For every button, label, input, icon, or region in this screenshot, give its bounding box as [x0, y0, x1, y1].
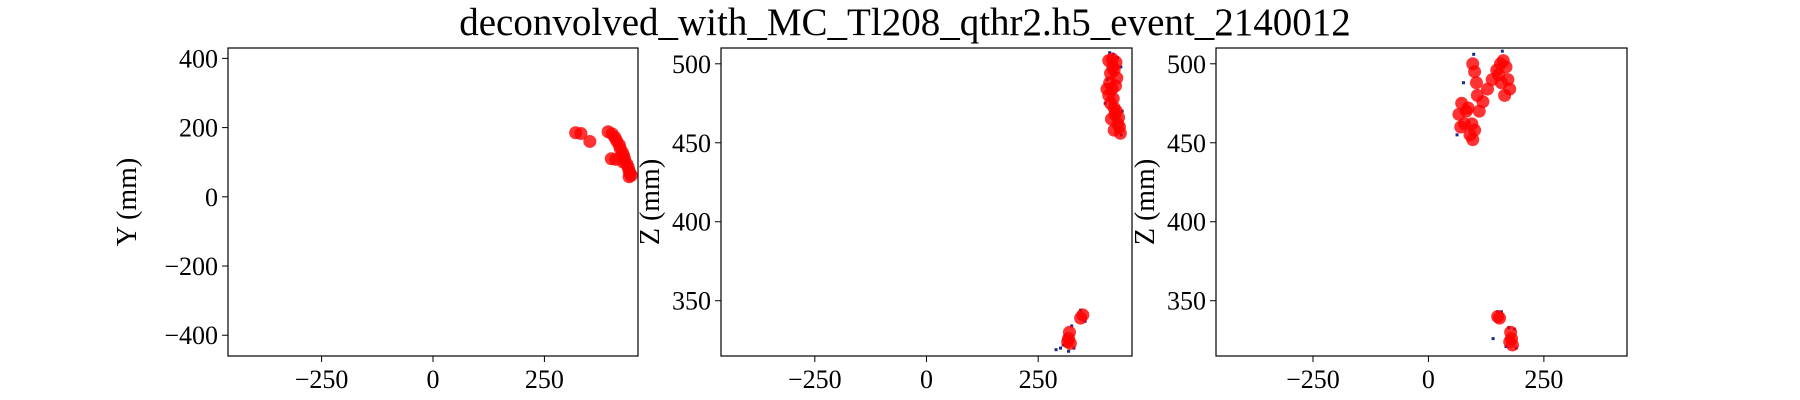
- subplots: −250 0 250 −400 −200 0 200 400 Y (mm) −250 0 250 350…: [112, 44, 1628, 394]
- deconvolved-point: [583, 134, 597, 148]
- hit-point: [1119, 65, 1123, 69]
- deconvolved-point: [1076, 308, 1090, 322]
- deconvolved-point: [574, 126, 588, 140]
- x-tick-label: 250: [525, 365, 564, 394]
- deconvolved-point: [1107, 123, 1121, 137]
- y-tick-label: 200: [179, 114, 218, 143]
- deconvolved-point: [1461, 101, 1475, 115]
- y-tick-label: 400: [672, 208, 711, 237]
- deconvolved-point: [1452, 107, 1466, 121]
- y-tick-label: 450: [1167, 129, 1206, 158]
- x-tick-label: 250: [1019, 365, 1058, 394]
- scatter-points: [1054, 51, 1127, 353]
- hit-point: [1054, 348, 1058, 352]
- y-tick-label: 450: [672, 129, 711, 158]
- x-tick-label: −250: [1286, 365, 1340, 394]
- hit-point: [1491, 337, 1495, 341]
- y-tick-label: 350: [1167, 287, 1206, 316]
- hit-point: [1462, 81, 1466, 85]
- hit-point: [1455, 133, 1459, 137]
- y-tick-label: 350: [672, 287, 711, 316]
- y-tick-label: 400: [1167, 208, 1206, 237]
- axes-frame: [720, 47, 1133, 357]
- subplot-1: −250 0 250 −400 −200 0 200 400 Y (mm): [112, 44, 639, 394]
- deconvolved-point: [1457, 117, 1471, 131]
- deconvolved-point: [1468, 65, 1482, 79]
- deconvolved-point: [1469, 76, 1483, 90]
- hit-point: [1067, 349, 1071, 353]
- deconvolved-point: [1498, 88, 1512, 102]
- y-tick-label: −400: [164, 321, 218, 350]
- deconvolved-point: [1106, 60, 1120, 74]
- deconvolved-point: [1110, 71, 1124, 85]
- deconvolved-point: [1100, 82, 1114, 96]
- hit-point: [1059, 346, 1063, 350]
- deconvolved-point: [1104, 112, 1118, 126]
- axes-frame: [1215, 47, 1628, 357]
- axes-frame: [227, 47, 639, 357]
- x-tick-label: 250: [1524, 365, 1563, 394]
- x-tick-label: −250: [295, 365, 349, 394]
- deconvolved-point: [1492, 68, 1506, 82]
- deconvolved-point: [622, 170, 636, 184]
- x-tick-label: −250: [788, 365, 842, 394]
- y-axis-label: Y (mm): [112, 158, 143, 246]
- hit-point: [1472, 52, 1476, 56]
- x-tick-label: 0: [920, 365, 933, 394]
- y-tick-label: 500: [672, 50, 711, 79]
- y-tick-label: 500: [1167, 50, 1206, 79]
- subplot-2: −250 0 250 350 400 450 500 Z (mm): [635, 47, 1133, 394]
- deconvolved-point: [1106, 92, 1120, 106]
- y-tick-label: 400: [179, 44, 218, 73]
- hit-point: [1500, 49, 1504, 53]
- y-tick-label: −200: [164, 252, 218, 281]
- deconvolved-point: [1061, 335, 1075, 349]
- deconvolved-point: [1476, 95, 1490, 109]
- deconvolved-point: [1468, 123, 1482, 137]
- y-axis-label: Z (mm): [1130, 159, 1161, 245]
- y-axis-label: Z (mm): [635, 159, 666, 245]
- deconvolved-point: [604, 152, 618, 166]
- y-tick-label: 0: [205, 183, 218, 212]
- scatter-points: [569, 125, 638, 184]
- scatter-points: [1452, 49, 1519, 352]
- hit-point: [1108, 51, 1112, 55]
- deconvolved-point: [1493, 311, 1507, 325]
- x-tick-label: 0: [1422, 365, 1435, 394]
- figure-title: deconvolved_with_MC_Tl208_qthr2.h5_event…: [459, 1, 1350, 44]
- deconvolved-point: [1503, 335, 1517, 349]
- x-tick-label: 0: [427, 365, 440, 394]
- subplot-3: −250 0 250 350 400 450 500 Z (mm): [1130, 47, 1628, 394]
- hit-point: [1070, 324, 1074, 328]
